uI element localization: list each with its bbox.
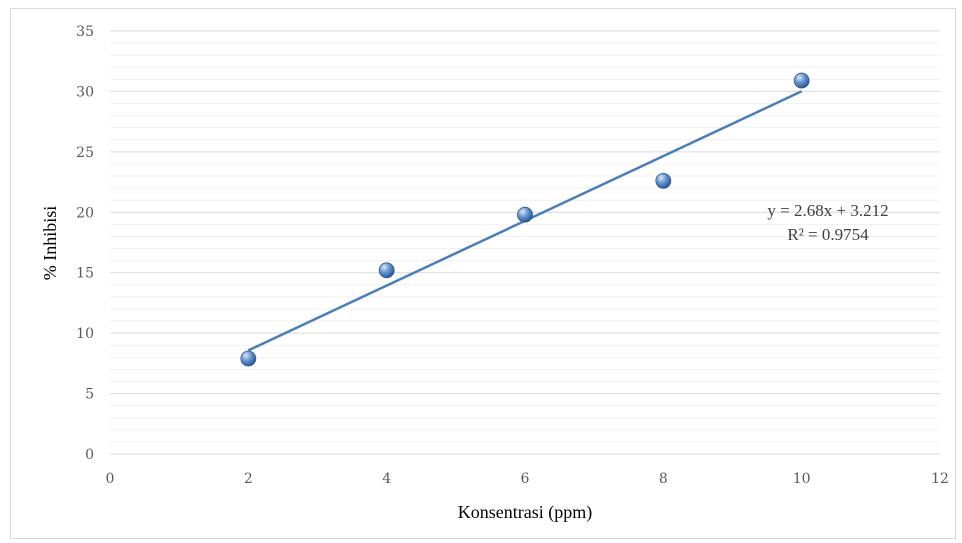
data-point [517,206,533,223]
y-tick-label: 25 [76,145,94,161]
y-axis-title: % Inhibisi [40,206,60,281]
x-tick-label: 10 [793,471,811,487]
y-axis-tick-labels: 0 5 10 15 20 25 30 35 [76,24,94,463]
data-point [378,262,395,279]
y-tick-label: 30 [76,84,94,100]
r-squared-label: R² = 0.9754 [787,225,869,244]
data-points [240,72,810,367]
x-tick-label: 4 [382,471,391,487]
y-tick-label: 20 [76,205,94,221]
chart-frame [10,8,956,539]
x-axis-tick-labels: 0 2 4 6 8 10 12 [106,471,949,487]
trendline-equation: y = 2.68x + 3.212 [767,201,888,220]
y-tick-label: 5 [85,387,94,403]
x-axis-title: Konsentrasi (ppm) [458,502,592,523]
x-tick-label: 6 [521,471,530,487]
x-tick-label: 0 [106,471,115,487]
data-point [793,72,810,89]
x-tick-label: 8 [659,471,668,487]
data-point [240,350,257,367]
y-tick-label: 10 [76,326,94,342]
y-tick-label: 0 [85,447,94,463]
data-point [655,172,672,189]
y-tick-label: 15 [76,266,94,282]
y-tick-label: 35 [76,24,94,40]
x-tick-label: 2 [244,471,253,487]
minor-gridlines [110,42,940,443]
x-tick-label: 12 [931,471,949,487]
